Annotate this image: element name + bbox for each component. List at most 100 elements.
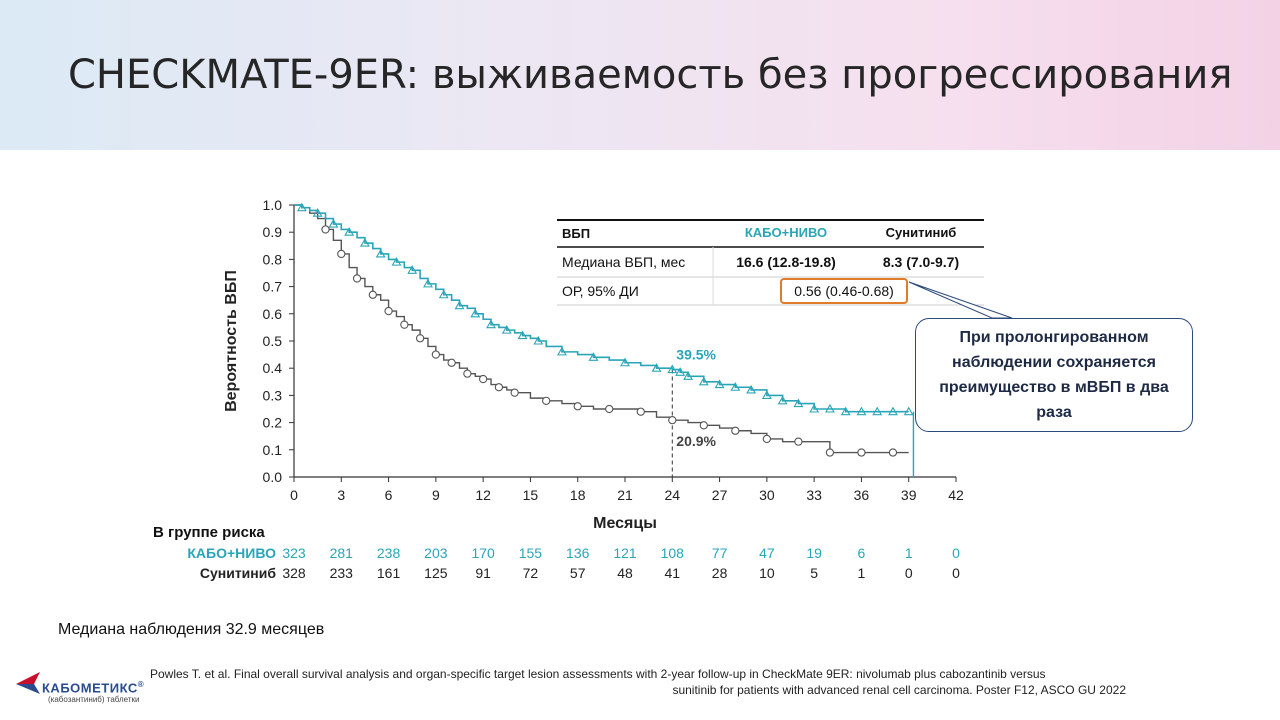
censor-mark-sunitinib xyxy=(415,334,425,343)
y-tick-label: 0.4 xyxy=(263,360,283,376)
risk-count-kabo-nivo: 0 xyxy=(952,545,960,561)
censor-mark-sunitinib xyxy=(352,274,362,283)
risk-count-kabo-nivo: 136 xyxy=(566,545,590,561)
censor-mark-sunitinib xyxy=(431,350,441,359)
callout-box: При пролонгированном наблюдении сохраняе… xyxy=(915,318,1193,432)
censor-mark-kabo-nivo xyxy=(746,384,757,394)
table-row-median-label: Медиана ВБП, мес xyxy=(562,254,685,270)
reference-text: Powles T. et al. Final overall survival … xyxy=(150,666,1126,698)
risk-count-kabo-nivo: 323 xyxy=(282,545,306,561)
censor-mark-kabo-nivo xyxy=(675,367,686,376)
x-tick-label: 42 xyxy=(948,487,964,503)
censor-mark-sunitinib xyxy=(368,290,377,299)
risk-count-sunitinib: 1 xyxy=(858,565,866,581)
censor-mark-sunitinib xyxy=(825,448,835,457)
risk-count-sunitinib: 0 xyxy=(952,565,960,581)
risk-label-sunitinib: Сунитиниб xyxy=(200,565,276,581)
censor-mark-sunitinib xyxy=(794,437,803,446)
censor-mark-kabo-nivo xyxy=(438,289,449,299)
y-tick-label: 0.0 xyxy=(263,469,283,485)
x-tick-label: 30 xyxy=(759,487,775,503)
risk-count-kabo-nivo: 77 xyxy=(712,545,728,561)
x-tick-label: 24 xyxy=(664,487,680,503)
y-tick-label: 0.8 xyxy=(263,251,283,267)
censor-mark-kabo-nivo xyxy=(344,227,355,236)
y-tick-label: 0.3 xyxy=(263,387,283,403)
risk-count-kabo-nivo: 238 xyxy=(377,545,401,561)
censor-mark-kabo-nivo xyxy=(730,382,741,391)
risk-count-kabo-nivo: 1 xyxy=(905,545,913,561)
table-row-hr-label: ОР, 95% ДИ xyxy=(562,283,639,299)
censor-mark-sunitinib xyxy=(888,448,898,457)
x-tick-label: 18 xyxy=(570,487,586,503)
censor-mark-kabo-nivo xyxy=(391,257,402,266)
x-tick-label: 0 xyxy=(290,487,298,503)
risk-count-kabo-nivo: 19 xyxy=(806,545,822,561)
censor-mark-kabo-nivo xyxy=(651,363,662,372)
y-tick-label: 0.5 xyxy=(263,333,283,349)
censor-mark-kabo-nivo xyxy=(698,376,709,386)
censor-mark-kabo-nivo xyxy=(761,390,772,399)
censor-mark-kabo-nivo xyxy=(501,325,512,334)
censor-mark-kabo-nivo xyxy=(777,395,788,405)
logo-name-text: КАБОМЕТИКС xyxy=(42,680,138,696)
censor-mark-kabo-nivo xyxy=(809,403,820,413)
censor-mark-sunitinib xyxy=(510,388,519,397)
censor-mark-kabo-nivo xyxy=(375,248,386,258)
risk-count-sunitinib: 48 xyxy=(617,565,633,581)
censor-mark-sunitinib xyxy=(542,396,551,405)
censor-mark-sunitinib xyxy=(400,320,409,329)
risk-count-kabo-nivo: 108 xyxy=(661,545,685,561)
risk-count-sunitinib: 41 xyxy=(664,565,680,581)
series-line-kabo-nivo xyxy=(294,204,909,413)
risk-count-kabo-nivo: 6 xyxy=(858,545,866,561)
censor-mark-kabo-nivo xyxy=(793,398,804,408)
brand-logo: КАБОМЕТИКС® (кабозантиниб) таблетки xyxy=(14,668,144,708)
censor-mark-sunitinib xyxy=(762,434,772,444)
risk-count-sunitinib: 10 xyxy=(759,565,775,581)
censor-mark-sunitinib xyxy=(478,374,488,384)
x-tick-label: 15 xyxy=(523,487,539,503)
y-tick-label: 0.2 xyxy=(263,415,283,431)
logo-name: КАБОМЕТИКС® xyxy=(42,680,144,695)
risk-count-sunitinib: 28 xyxy=(712,565,728,581)
censor-mark-sunitinib xyxy=(447,358,456,367)
risk-count-kabo-nivo: 203 xyxy=(424,545,448,561)
table-header-kabo-nivo: КАБО+НИВО xyxy=(745,225,827,240)
risk-count-sunitinib: 161 xyxy=(377,565,401,581)
risk-count-sunitinib: 233 xyxy=(330,565,354,581)
censor-mark-kabo-nivo xyxy=(903,406,914,416)
censor-mark-sunitinib xyxy=(384,306,393,316)
censor-mark-kabo-nivo xyxy=(683,371,693,380)
header-banner xyxy=(0,0,1280,150)
risk-count-kabo-nivo: 170 xyxy=(471,545,495,561)
annotation-sunitinib: 20.9% xyxy=(676,433,716,449)
y-tick-label: 0.9 xyxy=(263,224,283,240)
censor-mark-kabo-nivo xyxy=(840,406,851,416)
x-tick-label: 27 xyxy=(712,487,728,503)
median-followup-note: Медиана наблюдения 32.9 месяцев xyxy=(58,621,325,638)
table-row-median-kabo-nivo: 16.6 (12.8-19.8) xyxy=(736,254,836,270)
risk-count-sunitinib: 0 xyxy=(905,565,913,581)
censor-mark-kabo-nivo xyxy=(714,379,725,389)
y-tick-label: 1.0 xyxy=(263,197,283,213)
risk-count-sunitinib: 72 xyxy=(523,565,539,581)
risk-count-sunitinib: 5 xyxy=(810,565,818,581)
reference-line-2: sunitinib for patients with advanced ren… xyxy=(672,683,1126,697)
risk-count-kabo-nivo: 47 xyxy=(759,545,775,561)
censor-mark-kabo-nivo xyxy=(328,218,339,228)
y-tick-label: 0.6 xyxy=(263,306,283,322)
y-axis-label: Вероятность ВБП xyxy=(223,270,240,412)
x-tick-label: 6 xyxy=(385,487,393,503)
risk-table-title: В группе риска xyxy=(153,524,265,541)
censor-mark-kabo-nivo xyxy=(856,406,867,416)
risk-count-sunitinib: 57 xyxy=(570,565,586,581)
censor-mark-sunitinib xyxy=(857,448,866,457)
x-tick-label: 39 xyxy=(901,487,917,503)
y-tick-label: 0.1 xyxy=(263,442,283,458)
logo-registered-mark: ® xyxy=(137,680,145,689)
risk-count-kabo-nivo: 155 xyxy=(519,545,543,561)
censor-mark-kabo-nivo xyxy=(517,330,528,340)
censor-mark-sunitinib xyxy=(321,225,330,234)
